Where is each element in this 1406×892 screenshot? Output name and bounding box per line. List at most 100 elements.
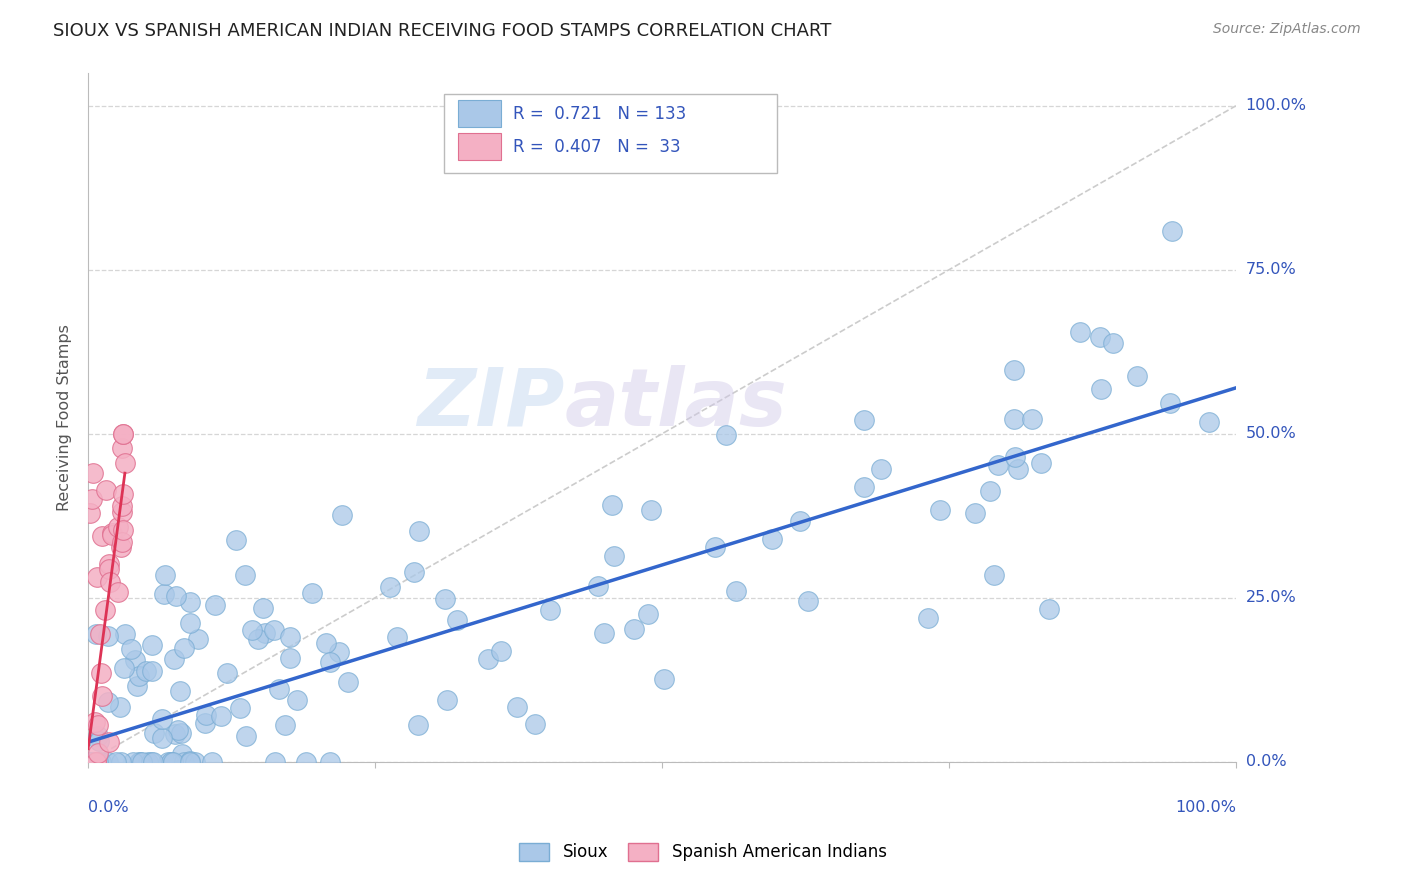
- Point: [107, 585, 129, 599]
- Point: [110, 540, 132, 554]
- Point: [853, 480, 876, 494]
- Point: [330, 508, 353, 523]
- Point: [538, 603, 561, 617]
- Point: [187, 632, 209, 647]
- Point: [254, 626, 277, 640]
- Point: [506, 699, 529, 714]
- Point: [319, 755, 342, 769]
- Point: [136, 755, 159, 769]
- Point: [170, 726, 193, 740]
- Point: [150, 712, 173, 726]
- Point: [98, 562, 121, 576]
- Point: [112, 486, 135, 500]
- Point: [87, 755, 110, 769]
- Point: [385, 630, 408, 644]
- Point: [110, 755, 132, 769]
- Point: [600, 498, 623, 512]
- Text: SIOUX VS SPANISH AMERICAN INDIAN RECEIVING FOOD STAMPS CORRELATION CHART: SIOUX VS SPANISH AMERICAN INDIAN RECEIVI…: [53, 22, 832, 40]
- Point: [278, 650, 301, 665]
- Point: [153, 568, 176, 582]
- Point: [1021, 411, 1043, 425]
- Point: [315, 636, 337, 650]
- Point: [97, 735, 120, 749]
- Point: [111, 505, 134, 519]
- Point: [156, 755, 179, 769]
- Point: [179, 754, 201, 768]
- Point: [1004, 450, 1026, 465]
- Point: [235, 729, 257, 743]
- Point: [252, 601, 274, 615]
- Point: [623, 623, 645, 637]
- Point: [139, 755, 162, 769]
- Text: 100.0%: 100.0%: [1175, 799, 1236, 814]
- Text: ZIP: ZIP: [418, 365, 564, 442]
- Point: [112, 426, 135, 441]
- Point: [446, 613, 468, 627]
- Point: [1102, 335, 1125, 350]
- Point: [121, 755, 143, 769]
- Text: 75.0%: 75.0%: [1246, 262, 1296, 277]
- Point: [1161, 224, 1184, 238]
- Point: [111, 535, 134, 549]
- Point: [86, 729, 108, 743]
- Point: [436, 693, 458, 707]
- Point: [1029, 456, 1052, 470]
- Point: [285, 693, 308, 707]
- FancyBboxPatch shape: [458, 100, 502, 128]
- Point: [80, 755, 103, 769]
- Text: R =  0.721   N = 133: R = 0.721 N = 133: [513, 104, 686, 122]
- Point: [173, 640, 195, 655]
- Point: [489, 644, 512, 658]
- Point: [263, 623, 285, 637]
- Point: [129, 755, 152, 769]
- Point: [1159, 396, 1181, 410]
- Text: 50.0%: 50.0%: [1246, 426, 1296, 442]
- Point: [1090, 382, 1112, 396]
- Point: [195, 707, 218, 722]
- Point: [79, 755, 101, 769]
- Point: [104, 755, 127, 769]
- Point: [142, 755, 165, 769]
- Point: [160, 755, 183, 769]
- Point: [183, 755, 205, 769]
- Point: [201, 755, 224, 769]
- Point: [131, 755, 153, 769]
- Point: [160, 755, 183, 769]
- Point: [124, 653, 146, 667]
- Point: [87, 746, 110, 760]
- Point: [169, 683, 191, 698]
- Point: [1002, 363, 1025, 377]
- Point: [86, 570, 108, 584]
- Point: [652, 672, 675, 686]
- Point: [408, 524, 430, 538]
- Point: [233, 568, 256, 582]
- Point: [101, 526, 124, 541]
- Legend: Sioux, Spanish American Indians: Sioux, Spanish American Indians: [506, 830, 900, 875]
- Point: [979, 483, 1001, 498]
- Point: [477, 651, 499, 665]
- Point: [637, 607, 659, 621]
- Point: [111, 499, 134, 513]
- Point: [172, 747, 194, 761]
- Point: [90, 529, 112, 543]
- Point: [917, 611, 939, 625]
- Point: [108, 699, 131, 714]
- Point: [1090, 330, 1112, 344]
- Point: [328, 645, 350, 659]
- Point: [1002, 412, 1025, 426]
- Point: [378, 580, 401, 594]
- Text: 25.0%: 25.0%: [1246, 591, 1296, 606]
- Point: [112, 661, 135, 675]
- Text: 0.0%: 0.0%: [1246, 755, 1286, 769]
- Point: [640, 503, 662, 517]
- Point: [94, 603, 117, 617]
- Point: [128, 669, 150, 683]
- Point: [269, 682, 291, 697]
- Point: [127, 679, 149, 693]
- Point: [204, 599, 226, 613]
- Point: [586, 579, 609, 593]
- Point: [97, 755, 120, 769]
- Point: [89, 627, 111, 641]
- Text: 100.0%: 100.0%: [1246, 98, 1306, 113]
- Point: [114, 456, 136, 470]
